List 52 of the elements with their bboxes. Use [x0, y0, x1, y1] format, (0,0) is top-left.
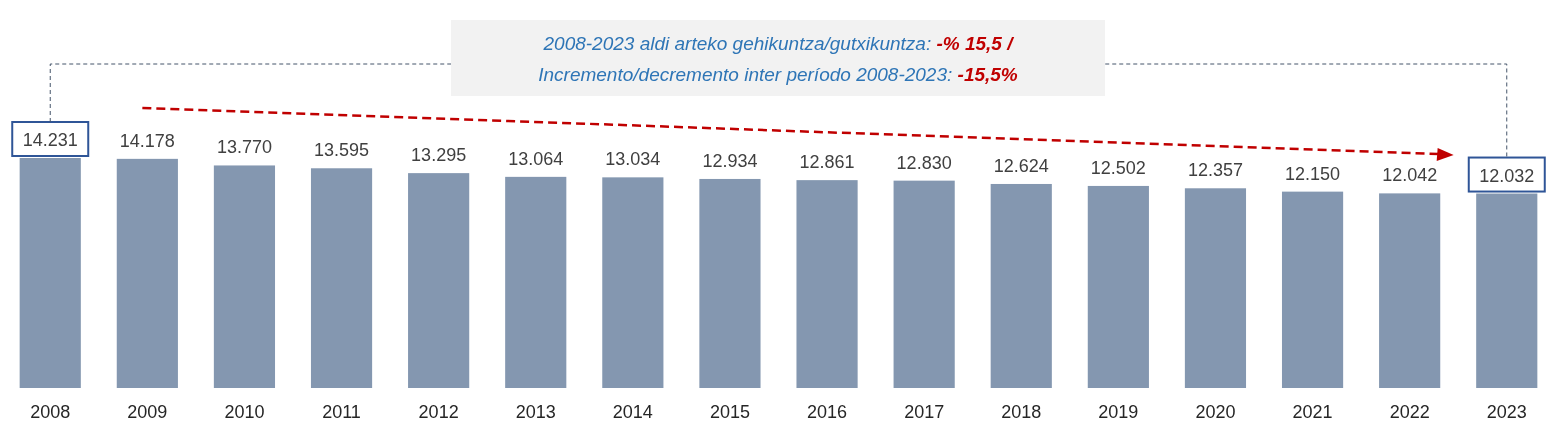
data-label: 14.231: [22, 130, 78, 150]
x-tick-label: 2008: [30, 402, 71, 422]
data-label: 12.934: [702, 150, 758, 171]
bar: [990, 183, 1052, 388]
x-tick-label: 2023: [1486, 402, 1527, 422]
bar: [699, 178, 761, 388]
bar: [1379, 193, 1441, 388]
text: -15,5%: [957, 64, 1018, 85]
x-tick-label: 2013: [515, 402, 556, 422]
bar: [310, 168, 373, 388]
bar: [893, 180, 955, 388]
data-label: 13.064: [508, 148, 564, 169]
bar: [116, 158, 178, 388]
data-label: 12.861: [799, 152, 855, 173]
x-tick-label: 2020: [1195, 402, 1236, 422]
x-tick-label: 2012: [418, 402, 459, 422]
bar: [1476, 193, 1538, 388]
x-tick-label: 2010: [224, 402, 265, 422]
data-label: 12.830: [896, 152, 952, 173]
x-tick-label: 2011: [322, 402, 361, 422]
data-label: 12.042: [1382, 165, 1438, 186]
bar: [796, 180, 858, 388]
bar: [602, 177, 664, 388]
text: -% 15,5 /: [936, 33, 1015, 54]
data-label: 12.357: [1187, 160, 1243, 181]
data-label: 13.295: [411, 145, 467, 166]
bar: [408, 173, 470, 388]
bar: [1184, 188, 1247, 388]
bar: [1281, 191, 1344, 388]
bar: [505, 176, 567, 388]
x-tick-label: 2017: [904, 402, 945, 422]
text: 2008-2023 aldi arteko gehikuntza/gutxikuntza:: [542, 33, 937, 54]
data-label: 12.032: [1479, 165, 1535, 186]
data-label: 13.034: [605, 149, 661, 170]
x-tick-label: 2018: [1001, 402, 1042, 422]
x-tick-label: 2016: [807, 402, 848, 422]
x-tick-label: 2009: [127, 402, 168, 422]
x-tick-label: 2022: [1389, 402, 1430, 422]
data-label: 12.150: [1285, 163, 1341, 184]
data-label: 13.595: [314, 140, 370, 161]
x-tick-label: 2019: [1098, 402, 1139, 422]
bar: [213, 165, 276, 388]
data-label: 12.502: [1090, 157, 1146, 178]
x-tick-label: 2021: [1292, 402, 1333, 422]
data-label: 12.624: [993, 155, 1049, 176]
text: Incremento/decremento inter período 2008-2023:: [538, 64, 958, 85]
x-tick-label: 2015: [709, 402, 750, 422]
bar: [19, 158, 81, 388]
bar: [1087, 185, 1149, 388]
x-tick-label: 2014: [612, 402, 653, 422]
data-label: 14.178: [119, 130, 175, 151]
data-label: 13.770: [216, 137, 272, 158]
